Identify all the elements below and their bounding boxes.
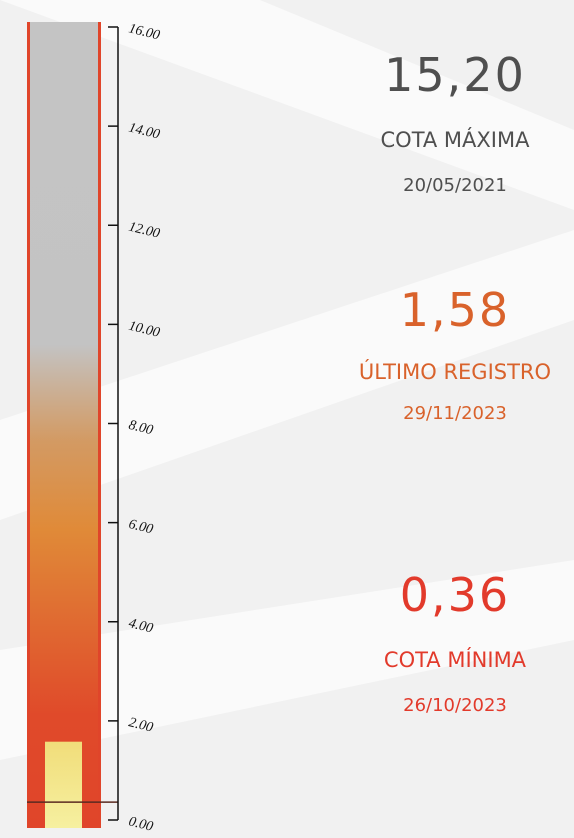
swoosh <box>0 560 574 760</box>
stat-label: COTA MÁXIMA <box>381 127 531 152</box>
stat-date: 26/10/2023 <box>403 695 507 716</box>
stat-label: COTA MÍNIMA <box>384 647 527 672</box>
y-tick-label: 16.00 <box>127 21 161 43</box>
y-tick-label: 10.00 <box>127 319 161 341</box>
tube <box>30 22 98 828</box>
y-tick-label: 12.00 <box>127 220 161 242</box>
stat-value: 15,20 <box>384 48 526 102</box>
stat-value: 0,36 <box>400 568 510 622</box>
swoosh <box>0 0 574 210</box>
y-tick-label: 8.00 <box>127 418 154 438</box>
y-tick-label: 6.00 <box>127 517 154 537</box>
level-bar <box>45 741 82 828</box>
stat-value: 1,58 <box>400 283 510 337</box>
y-tick-label: 4.00 <box>127 616 154 636</box>
y-tick-label: 14.00 <box>127 120 161 142</box>
y-tick-label: 2.00 <box>127 715 154 735</box>
stat-date: 20/05/2021 <box>403 175 507 196</box>
stat-date: 29/11/2023 <box>403 403 507 424</box>
swoosh <box>0 230 574 520</box>
y-tick-label: 0.00 <box>127 814 154 834</box>
stat-label: ÚLTIMO REGISTRO <box>359 359 551 384</box>
